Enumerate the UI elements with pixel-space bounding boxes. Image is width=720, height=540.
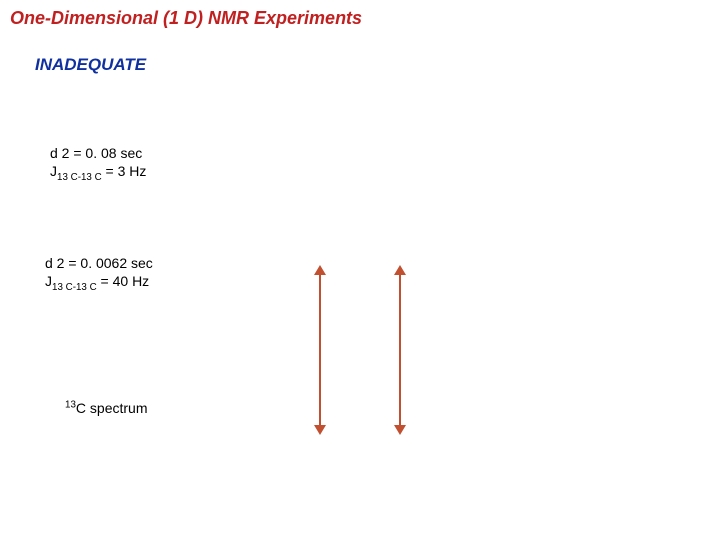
coupling-symbol: J [50, 163, 57, 179]
coupling-value: = 3 Hz [102, 163, 147, 179]
spectrum-label: 13C spectrum [65, 400, 147, 416]
spectrum-text: C spectrum [76, 400, 148, 416]
coupling-subscript: 13 C-13 C [57, 171, 102, 182]
param-block-1-line1: d 2 = 0. 08 sec [50, 145, 146, 163]
coupling-subscript: 13 C-13 C [52, 281, 97, 292]
coupling-value: = 40 Hz [97, 273, 150, 289]
param-block-2: d 2 = 0. 0062 sec J13 C-13 C = 40 Hz [45, 255, 153, 290]
double-arrow-0 [314, 265, 326, 435]
spectrum-sup: 13 [65, 399, 76, 410]
param-block-2-line2: J13 C-13 C = 40 Hz [45, 273, 153, 291]
param-block-1: d 2 = 0. 08 sec J13 C-13 C = 3 Hz [50, 145, 146, 180]
coupling-symbol: J [45, 273, 52, 289]
param-block-1-line2: J13 C-13 C = 3 Hz [50, 163, 146, 181]
doublet-arrows [270, 255, 450, 445]
page-title: One-Dimensional (1 D) NMR Experiments [10, 8, 362, 29]
experiment-name: INADEQUATE [35, 55, 146, 75]
param-block-2-line1: d 2 = 0. 0062 sec [45, 255, 153, 273]
double-arrow-1 [394, 265, 406, 435]
